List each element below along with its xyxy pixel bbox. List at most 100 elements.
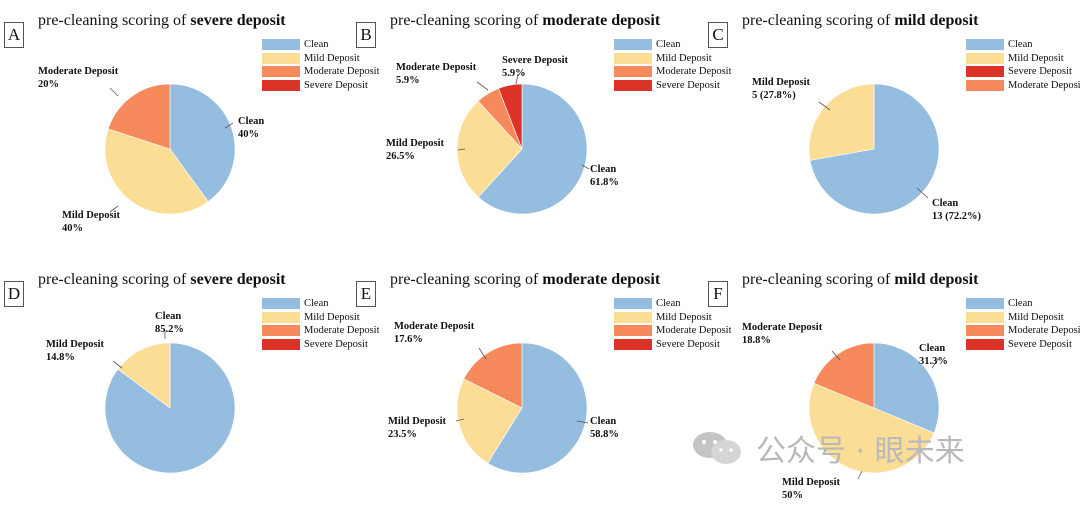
- legend-label: Moderate Deposit: [1008, 325, 1080, 337]
- pie-chart: Clean 85.2% Mild Deposit 14.8%: [46, 311, 236, 474]
- legend-swatch: [966, 325, 1004, 337]
- legend-swatch: [262, 311, 300, 323]
- legend-label: Moderate Deposit: [656, 325, 732, 337]
- legend-swatch: [614, 338, 652, 350]
- pie-slice-mild-deposit: [104, 128, 209, 215]
- slice-label: Mild Deposit 26.5%: [386, 138, 445, 162]
- panel-letter: E: [356, 281, 376, 307]
- leader-line: [818, 101, 831, 111]
- legend-swatch: [966, 311, 1004, 323]
- legend-label: Moderate Deposit: [304, 325, 380, 337]
- leader-line: [109, 205, 119, 213]
- legend-swatch: [966, 79, 1004, 91]
- chart-title: pre-cleaning scoring of severe deposit: [38, 12, 286, 29]
- pie-slice-moderate-deposit: [463, 342, 523, 409]
- legend-swatch: [262, 338, 300, 350]
- leader-line: [457, 148, 466, 151]
- slice-label: Mild Deposit 50%: [782, 477, 841, 501]
- legend-label: Mild Deposit: [656, 52, 712, 64]
- legend-label: Mild Deposit: [304, 52, 360, 64]
- legend-label: Severe Deposit: [1008, 338, 1072, 350]
- pie-slice-mild-deposit: [808, 382, 935, 474]
- legend-swatch: [262, 298, 300, 310]
- legend-label: Severe Deposit: [304, 79, 368, 91]
- legend-item: Mild Deposit: [262, 311, 380, 325]
- pie-slice-moderate-deposit: [813, 342, 875, 409]
- pie-chart: Clean 40% Mild Deposit 40% Moderate Deposit 2…: [38, 66, 264, 234]
- leader-line: [455, 418, 465, 422]
- legend-item: Severe Deposit: [966, 65, 1080, 79]
- leader-line: [112, 360, 123, 369]
- legend: Clean Mild Deposit Moderate Deposit Severe …: [262, 297, 380, 351]
- legend-item: Clean: [614, 297, 732, 311]
- legend-item: Moderate Deposit: [262, 324, 380, 338]
- slice-label: Mild Deposit 23.5%: [388, 416, 447, 440]
- chart-panel-a: A pre-cleaning scoring of severe deposit…: [0, 0, 380, 254]
- legend-label: Severe Deposit: [656, 79, 720, 91]
- legend-label: Clean: [304, 39, 329, 51]
- legend-swatch: [966, 39, 1004, 51]
- slice-label: Moderate Deposit 18.8%: [742, 322, 823, 346]
- legend-label: Clean: [656, 39, 681, 51]
- leader-line: [478, 347, 487, 360]
- panel-letter: F: [708, 281, 728, 307]
- legend-item: Severe Deposit: [262, 79, 380, 93]
- chart-title: pre-cleaning scoring of mild deposit: [742, 12, 979, 29]
- legend-item: Mild Deposit: [614, 52, 732, 66]
- legend-label: Moderate Deposit: [304, 66, 380, 78]
- watermark: 公众号 · 眼未来: [690, 426, 965, 470]
- chart-panel-c: C pre-cleaning scoring of mild deposit C…: [704, 0, 1080, 254]
- legend: Clean Mild Deposit Severe Deposit Moderate …: [966, 38, 1080, 92]
- leader-line: [831, 350, 841, 361]
- pie-slice-clean: [873, 342, 940, 434]
- slice-label: Moderate Deposit 17.6%: [394, 321, 475, 345]
- leader-line: [224, 122, 234, 129]
- pie-slice-clean: [477, 83, 588, 215]
- leader-line: [931, 358, 939, 369]
- legend-label: Mild Deposit: [656, 311, 712, 323]
- legend: Clean Mild Deposit Moderate Deposit Severe …: [614, 38, 732, 92]
- pie-chart: Clean 13 (72.2%) Mild Deposit 5 (27.8%): [752, 77, 981, 222]
- pie-slice-clean: [487, 342, 588, 474]
- legend-swatch: [262, 66, 300, 78]
- watermark-text: 公众号 · 眼未来: [756, 434, 965, 469]
- legend-label: Clean: [1008, 39, 1033, 51]
- panel-letter: C: [708, 22, 728, 48]
- legend-item: Mild Deposit: [614, 311, 732, 325]
- legend-item: Clean: [614, 38, 732, 52]
- legend-swatch: [614, 39, 652, 51]
- chart-panel-b: B pre-cleaning scoring of moderate depos…: [352, 0, 732, 254]
- leader-line: [576, 420, 589, 424]
- leader-line: [109, 87, 119, 97]
- pie-slice-mild-deposit: [117, 342, 171, 409]
- legend-swatch: [614, 79, 652, 91]
- legend-label: Severe Deposit: [1008, 66, 1072, 78]
- slice-label: Severe Deposit 5.9%: [502, 55, 569, 79]
- wechat-icon: [690, 430, 744, 466]
- legend-item: Severe Deposit: [614, 79, 732, 93]
- legend-swatch: [966, 66, 1004, 78]
- pie-slice-clean: [809, 83, 940, 215]
- leader-line: [515, 73, 519, 85]
- leader-line: [581, 164, 590, 170]
- slice-label: Mild Deposit 14.8%: [46, 339, 105, 363]
- legend: Clean Mild Deposit Moderate Deposit Severe …: [262, 38, 380, 92]
- leader-line: [857, 470, 863, 480]
- legend-swatch: [262, 325, 300, 337]
- legend-swatch: [262, 52, 300, 64]
- legend-swatch: [262, 79, 300, 91]
- legend-label: Moderate Deposit: [1008, 79, 1080, 91]
- pie-chart: Clean 61.8% Mild Deposit 26.5% Moderate Depo…: [386, 55, 619, 215]
- pie-slice-severe-deposit: [498, 83, 523, 150]
- legend-item: Moderate Deposit: [614, 65, 732, 79]
- legend-item: Mild Deposit: [966, 311, 1080, 325]
- legend-swatch: [966, 298, 1004, 310]
- slice-label: Moderate Deposit 20%: [38, 66, 119, 90]
- panel-letter: D: [4, 281, 24, 307]
- legend-swatch: [262, 39, 300, 51]
- legend-swatch: [614, 52, 652, 64]
- pie-slice-clean: [169, 83, 236, 203]
- slice-label: Clean 61.8%: [590, 164, 619, 188]
- pie-chart: Clean 31.3% Mild Deposit 50% Moderate Deposi…: [742, 322, 948, 501]
- legend: Clean Mild Deposit Moderate Deposit Severe …: [966, 297, 1080, 351]
